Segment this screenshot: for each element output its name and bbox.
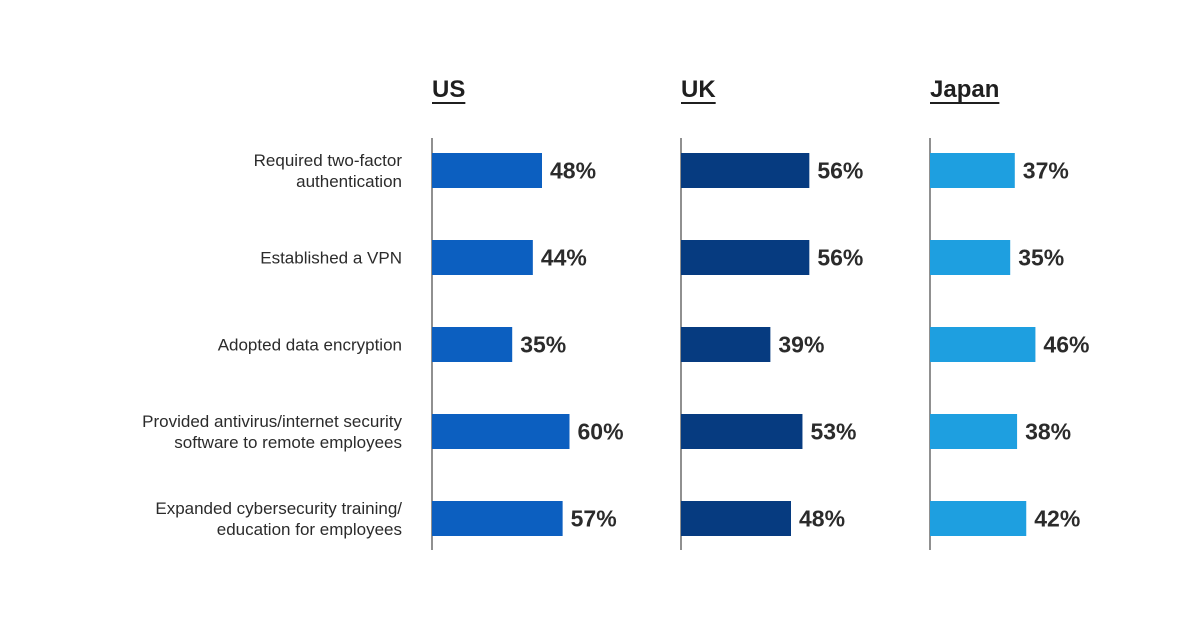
bar-us-4: [432, 501, 563, 536]
value-label: 44%: [541, 245, 587, 271]
bar-japan-3: [930, 414, 1018, 449]
value-label: 39%: [778, 332, 824, 358]
category-label: Required two-factor: [254, 151, 403, 170]
bar-uk-0: [681, 153, 810, 188]
column-title-us: US: [432, 76, 465, 103]
bar-us-2: [432, 327, 513, 362]
value-label: 60%: [578, 419, 624, 445]
bar-japan-0: [930, 153, 1015, 188]
value-label: 48%: [799, 506, 845, 532]
value-label: 35%: [1018, 245, 1064, 271]
bar-japan-4: [930, 501, 1027, 536]
bar-uk-1: [681, 240, 810, 275]
value-label: 53%: [810, 419, 856, 445]
value-label: 42%: [1034, 506, 1080, 532]
bar-japan-2: [930, 327, 1036, 362]
bar-us-3: [432, 414, 570, 449]
value-label: 38%: [1025, 419, 1071, 445]
bar-us-1: [432, 240, 533, 275]
column-title-japan: Japan: [930, 76, 999, 103]
category-label: authentication: [296, 172, 402, 191]
column-title-uk: UK: [681, 76, 716, 103]
category-label: Expanded cybersecurity training/: [155, 499, 402, 518]
category-label: education for employees: [217, 520, 402, 539]
bar-uk-4: [681, 501, 791, 536]
category-label: Provided antivirus/internet security: [142, 412, 402, 431]
value-label: 46%: [1043, 332, 1089, 358]
bar-uk-2: [681, 327, 771, 362]
value-label: 48%: [550, 158, 596, 184]
category-label: software to remote employees: [174, 433, 402, 452]
value-label: 37%: [1023, 158, 1069, 184]
bar-uk-3: [681, 414, 803, 449]
bar-japan-1: [930, 240, 1011, 275]
value-label: 35%: [520, 332, 566, 358]
category-label: Adopted data encryption: [218, 336, 402, 355]
value-label: 56%: [817, 245, 863, 271]
value-label: 56%: [817, 158, 863, 184]
bar-us-0: [432, 153, 542, 188]
category-label: Established a VPN: [260, 249, 402, 268]
value-label: 57%: [571, 506, 617, 532]
